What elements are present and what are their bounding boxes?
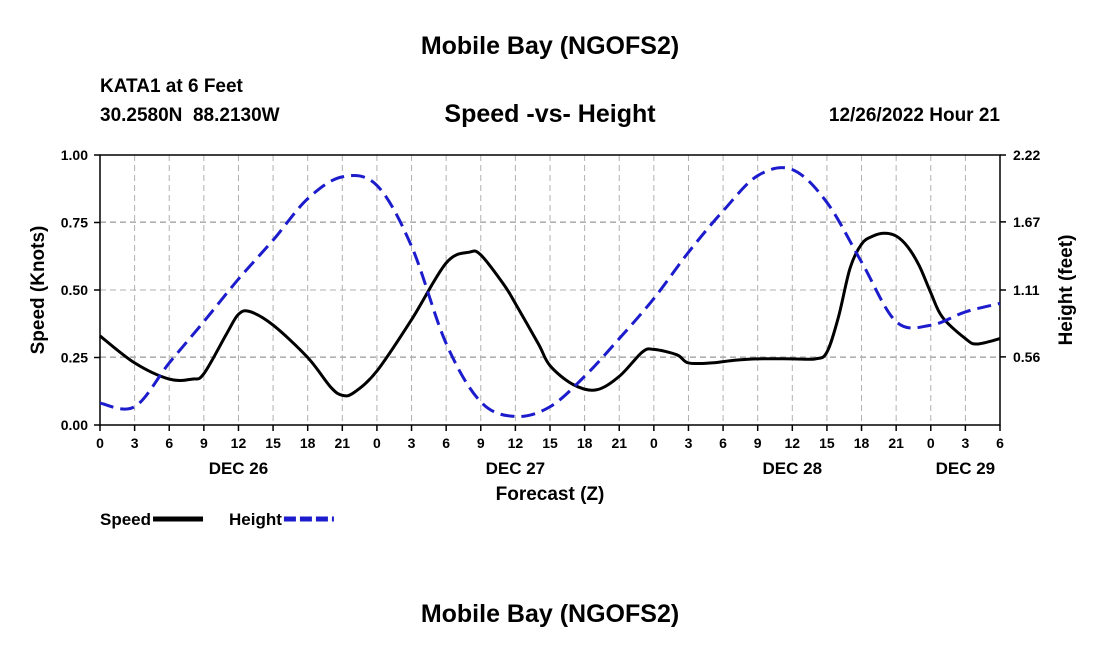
y-right-tick-label: 1.67 [1013, 214, 1040, 230]
x-tick-label: 9 [200, 435, 208, 451]
x-tick-label: 18 [854, 435, 870, 451]
x-tick-label: 12 [508, 435, 524, 451]
x-tick-label: 0 [96, 435, 104, 451]
y-left-tick-label: 0.00 [61, 417, 88, 433]
chart-title: Speed -vs- Height [444, 100, 656, 128]
x-tick-label: 12 [231, 435, 247, 451]
day-label: DEC 26 [209, 459, 269, 478]
y-right-tick-label: 2.22 [1013, 147, 1040, 163]
x-tick-label: 18 [300, 435, 316, 451]
day-label: DEC 27 [486, 459, 546, 478]
grid-layer [100, 154, 1000, 425]
y-right-tick-label: 0.56 [1013, 349, 1040, 365]
x-tick-label: 3 [685, 435, 693, 451]
speed-series-line [99, 231, 1001, 398]
x-tick-label: 9 [477, 435, 485, 451]
legend-label-speed: Speed [100, 510, 151, 529]
x-tick-label: 0 [373, 435, 381, 451]
x-tick-label: 6 [442, 435, 450, 451]
station-label: KATA1 at 6 Feet [100, 76, 243, 97]
x-tick-label: 15 [542, 435, 558, 451]
height-series-line [99, 166, 1001, 419]
x-tick-label: 21 [611, 435, 627, 451]
day-label: DEC 29 [936, 459, 996, 478]
x-tick-label: 6 [719, 435, 727, 451]
x-tick-label: 0 [927, 435, 935, 451]
x-tick-label: 6 [165, 435, 173, 451]
y-right-axis-title: Height (feet) [1056, 235, 1077, 346]
x-tick-label: 9 [754, 435, 762, 451]
x-tick-label: 21 [888, 435, 904, 451]
day-label: DEC 28 [763, 459, 823, 478]
y-right-tick-label: 1.11 [1013, 282, 1040, 298]
x-tick-label: 0 [650, 435, 658, 451]
y-left-tick-label: 0.75 [61, 215, 88, 231]
y-left-tick-label: 0.50 [61, 282, 88, 298]
station-coordinates: 30.2580N 88.2130W [100, 105, 280, 126]
x-tick-label: 15 [819, 435, 835, 451]
x-axis-title: Forecast (Z) [496, 484, 605, 505]
x-tick-label: 12 [785, 435, 801, 451]
forecast-timestamp: 12/26/2022 Hour 21 [828, 105, 1000, 126]
y-left-tick-label: 0.25 [61, 350, 88, 366]
x-tick-label: 3 [961, 435, 969, 451]
label-layer: 0 3 6 9 12 15 18 21 0 3 6 9 12 15 18 21 0 3 6 9 12 15 18 21 0 3 6 0… [28, 147, 1077, 529]
axis-layer [94, 154, 1006, 431]
page-title: Mobile Bay (NGOFS2) [420, 32, 680, 60]
y-left-tick-label: 1.00 [61, 147, 88, 163]
series-layer [99, 166, 1001, 419]
x-tick-label: 3 [408, 435, 416, 451]
y-left-axis-title: Speed (Knots) [28, 226, 49, 355]
x-tick-label: 21 [335, 435, 351, 451]
x-tick-label: 18 [577, 435, 593, 451]
x-tick-label: 3 [131, 435, 139, 451]
x-tick-label: 6 [996, 435, 1004, 451]
footer-title: Mobile Bay (NGOFS2) [420, 600, 680, 628]
legend-label-height: Height [229, 510, 282, 529]
x-tick-label: 15 [265, 435, 281, 451]
